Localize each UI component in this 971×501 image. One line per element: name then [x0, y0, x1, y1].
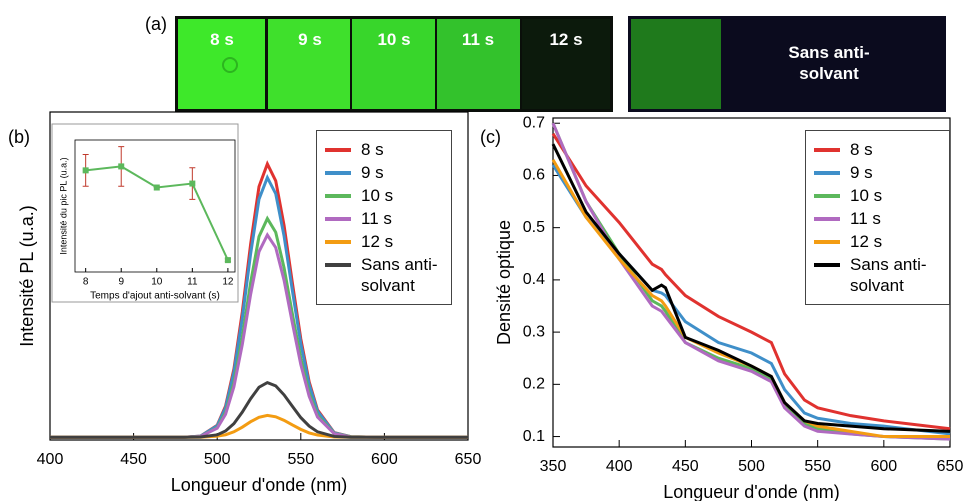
- photo-label: Sans anti-solvant: [788, 43, 870, 83]
- x-tick-label: 500: [738, 458, 765, 475]
- panel-label: (b): [8, 127, 30, 147]
- legend-swatch: [325, 194, 351, 198]
- marker: [118, 163, 125, 170]
- legend-label: 12 s: [361, 232, 394, 251]
- plot-frame: [49, 111, 469, 441]
- legend-label: 9 s: [361, 163, 384, 182]
- legend-swatch: [325, 148, 351, 152]
- x-tick-label: 400: [37, 451, 64, 468]
- series-line: [551, 132, 951, 431]
- series-line: [50, 413, 468, 439]
- legend-label: Sans anti-solvant: [361, 255, 438, 295]
- x-tick-label: 9: [118, 277, 124, 288]
- inset-frame: [51, 123, 239, 303]
- legend-label: 11 s: [361, 209, 392, 228]
- legend-label: 9 s: [850, 163, 873, 182]
- legend-swatch: [814, 240, 840, 244]
- legend-label: 12 s: [850, 232, 883, 251]
- y-tick-label: 0.7: [523, 114, 545, 131]
- x-tick-label: 12: [222, 277, 234, 288]
- y-tick-label: 0.4: [523, 271, 545, 288]
- y-axis-label: Intensité du pic PL (u.a.): [58, 157, 68, 254]
- legend-swatch: [814, 148, 840, 152]
- legend-label: 10 s: [850, 186, 883, 205]
- legend-label: 11 s: [850, 209, 881, 228]
- x-tick-label: 550: [804, 458, 831, 475]
- legend-entry: 12 s: [325, 231, 443, 252]
- legend-entry: 9 s: [814, 162, 941, 183]
- y-tick-label: 0.1: [523, 428, 545, 445]
- y-tick-label: 0.2: [523, 376, 545, 393]
- photo-label: 12 s: [549, 30, 583, 49]
- plot-frame: [74, 139, 236, 273]
- marker: [189, 180, 196, 187]
- legend-entry: 9 s: [325, 162, 443, 183]
- x-tick-label: 10: [151, 277, 163, 288]
- legend-swatch: [814, 217, 840, 221]
- legend-swatch: [325, 217, 351, 221]
- legend-entry: 8 s: [814, 139, 941, 160]
- legend-swatch: [814, 263, 840, 267]
- legend-entry: Sans anti-solvant: [325, 254, 443, 296]
- x-tick-label: 500: [204, 451, 231, 468]
- series-line: [551, 122, 951, 441]
- y-axis-label: Densité optique: [494, 220, 514, 345]
- series-line: [50, 232, 468, 439]
- x-tick-label: 600: [870, 458, 897, 475]
- legend-label: 8 s: [850, 140, 873, 159]
- legend-swatch: [814, 194, 840, 198]
- x-tick-label: 400: [606, 458, 633, 475]
- x-tick-label: 450: [120, 451, 147, 468]
- legend-swatch: [325, 263, 351, 267]
- y-tick-label: 0.6: [523, 167, 545, 184]
- panel-label: (c): [480, 127, 501, 147]
- legend: 8 s 9 s 10 s 11 s 12 s Sans anti-solvant: [316, 130, 452, 305]
- y-axis-label: Intensité PL (u.a.): [17, 205, 37, 346]
- legend-entry: 10 s: [814, 185, 941, 206]
- legend-swatch: [325, 171, 351, 175]
- photo-label: 11 s: [461, 30, 495, 49]
- photo: [175, 16, 946, 112]
- y-tick-label: 0.3: [523, 323, 545, 340]
- x-axis-label: Longueur d'onde (nm): [663, 482, 840, 501]
- x-tick-label: 650: [455, 451, 482, 468]
- x-axis-label: Longueur d'onde (nm): [171, 475, 348, 495]
- legend-label: 10 s: [361, 186, 394, 205]
- photo-label: 9 s: [298, 30, 322, 49]
- legend: 8 s 9 s 10 s 11 s 12 s Sans anti-solvant: [805, 130, 950, 305]
- legend-swatch: [325, 240, 351, 244]
- legend-entry: 8 s: [325, 139, 443, 160]
- y-tick-label: 0.5: [523, 219, 545, 236]
- marker: [82, 167, 89, 174]
- legend-entry: Sans anti-solvant: [814, 254, 941, 296]
- x-tick-label: 450: [672, 458, 699, 475]
- photo-label: 8 s: [210, 30, 234, 49]
- legend-label: 8 s: [361, 140, 384, 159]
- marker: [224, 257, 231, 264]
- x-axis-label: Temps d'ajout anti-solvant (s): [90, 291, 220, 302]
- x-tick-label: 650: [937, 458, 964, 475]
- x-tick-label: 600: [371, 451, 398, 468]
- x-tick-label: 350: [540, 458, 567, 475]
- legend-entry: 12 s: [814, 231, 941, 252]
- series-line: [50, 380, 468, 439]
- legend-entry: 10 s: [325, 185, 443, 206]
- legend-label: Sans anti-solvant: [850, 255, 927, 295]
- legend-entry: 11 s: [814, 208, 941, 229]
- x-tick-label: 11: [187, 277, 198, 288]
- panel-label: (a): [145, 14, 167, 34]
- marker: [153, 184, 160, 191]
- x-tick-label: 8: [83, 277, 89, 288]
- legend-swatch: [814, 171, 840, 175]
- legend-entry: 11 s: [325, 208, 443, 229]
- x-tick-label: 550: [287, 451, 314, 468]
- series-line: [551, 143, 951, 433]
- photo-label: 10 s: [377, 30, 411, 49]
